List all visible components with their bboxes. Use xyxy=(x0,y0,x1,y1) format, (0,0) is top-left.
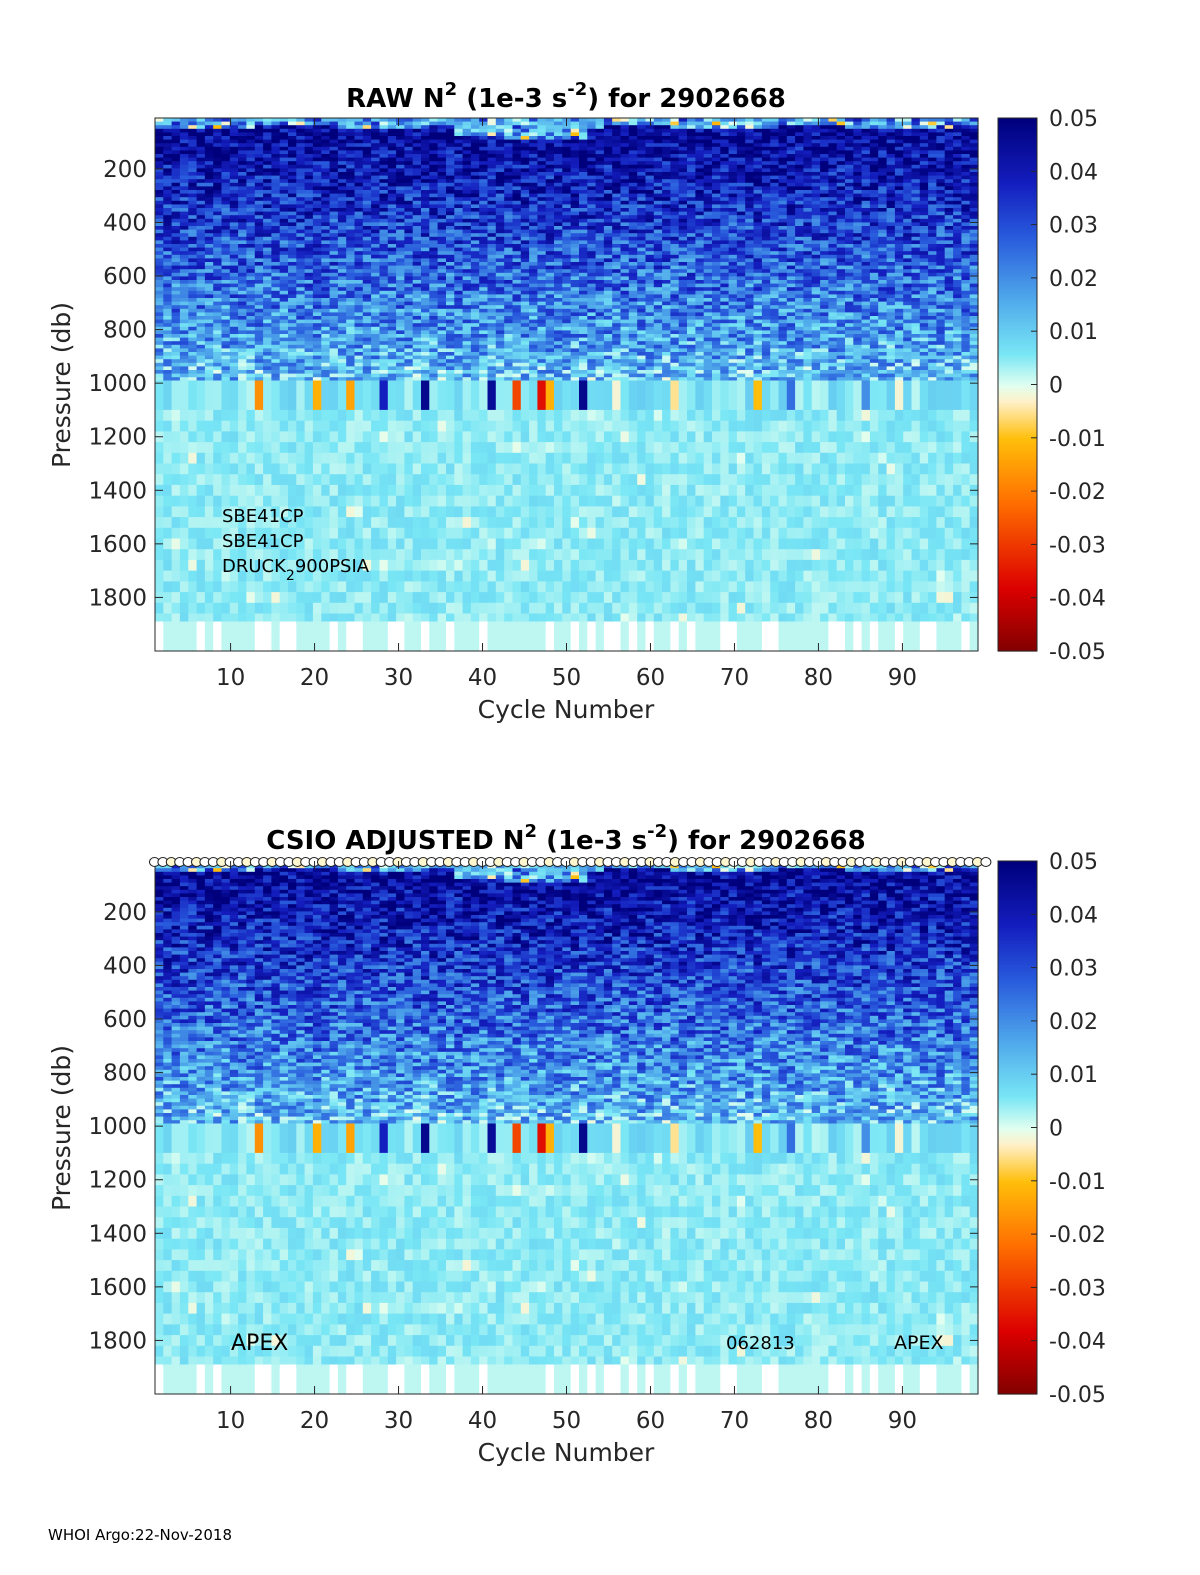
adjusted-annotation-platform-right: APEX xyxy=(894,1332,943,1354)
raw-colorbar: 0.05 0.04 0.03 0.02 0.01 0 -0.01 -0.02 -0.03 -0.0… xyxy=(998,107,1106,665)
x-tick-label: 50 xyxy=(552,1408,581,1434)
y-tick-label: 400 xyxy=(103,210,147,236)
y-tick-label: 1800 xyxy=(88,1328,147,1354)
y-tick-label: 1000 xyxy=(88,371,147,397)
y-tick-label: 1200 xyxy=(88,425,147,451)
y-tick-label: 1800 xyxy=(88,585,147,611)
x-tick-label: 60 xyxy=(636,665,665,691)
adjusted-annotation-platform-left: APEX xyxy=(231,1331,288,1356)
y-tick-label: 1600 xyxy=(88,532,147,558)
raw-x-axis-label: Cycle Number xyxy=(478,695,655,724)
colorbar-tick-label: -0.03 xyxy=(1049,1276,1106,1301)
x-tick-label: 40 xyxy=(468,665,497,691)
x-tick-label: 20 xyxy=(300,665,329,691)
adjusted-heatmap-cells xyxy=(155,861,979,1394)
colorbar-tick-label: 0.04 xyxy=(1049,160,1098,185)
colorbar-tick-label: -0.04 xyxy=(1049,1330,1106,1355)
x-tick-label: 30 xyxy=(384,665,413,691)
adjusted-y-axis-label: Pressure (db) xyxy=(47,1045,76,1211)
colorbar-tick-label: -0.04 xyxy=(1049,587,1106,612)
colorbar-tick-label: 0.01 xyxy=(1049,1063,1098,1088)
adjusted-panel: CSIO ADJUSTED N2 (1e-3 s-2) for 2902668 … xyxy=(47,821,1106,1467)
y-tick-label: 1600 xyxy=(88,1275,147,1301)
colorbar-tick-label: 0.01 xyxy=(1049,320,1098,345)
colorbar-tick-label: 0 xyxy=(1049,374,1063,399)
colorbar-tick-label: -0.01 xyxy=(1049,427,1106,452)
qc-flag-marker xyxy=(981,858,991,867)
y-tick-label: 1400 xyxy=(88,478,147,504)
y-tick-label: 1400 xyxy=(88,1221,147,1247)
raw-y-axis-label: Pressure (db) xyxy=(47,302,76,468)
colorbar-tick-label: -0.02 xyxy=(1049,1223,1106,1248)
y-tick-label: 200 xyxy=(103,900,147,926)
colorbar-tick-label: 0.03 xyxy=(1049,214,1098,239)
colorbar-tick-label: -0.03 xyxy=(1049,533,1106,558)
colorbar-tick-label: 0 xyxy=(1049,1117,1063,1142)
x-tick-label: 10 xyxy=(216,1408,245,1434)
colorbar-tick-label: 0.02 xyxy=(1049,1010,1098,1035)
x-tick-label: 40 xyxy=(468,1408,497,1434)
y-tick-label: 400 xyxy=(103,953,147,979)
colorbar-tick-label: -0.05 xyxy=(1049,640,1106,665)
y-tick-label: 1200 xyxy=(88,1168,147,1194)
adjusted-x-axis-label: Cycle Number xyxy=(478,1438,655,1467)
x-tick-label: 90 xyxy=(888,665,917,691)
footer-credit: WHOI Argo:22-Nov-2018 xyxy=(48,1526,232,1544)
x-tick-label: 70 xyxy=(720,665,749,691)
x-tick-label: 70 xyxy=(720,1408,749,1434)
x-tick-label: 80 xyxy=(804,665,833,691)
colorbar-tick-label: -0.02 xyxy=(1049,480,1106,505)
adjusted-annotation-code: 062813 xyxy=(726,1333,795,1354)
colorbar-tick-label: -0.05 xyxy=(1049,1383,1106,1408)
x-tick-label: 30 xyxy=(384,1408,413,1434)
y-tick-label: 200 xyxy=(103,157,147,183)
y-tick-label: 800 xyxy=(103,1061,147,1087)
y-tick-label: 1000 xyxy=(88,1114,147,1140)
colorbar-tick-label: 0.05 xyxy=(1049,850,1098,875)
x-tick-label: 50 xyxy=(552,665,581,691)
raw-title: RAW N2 (1e-3 s-2) for 2902668 xyxy=(346,79,786,114)
y-tick-label: 600 xyxy=(103,1007,147,1033)
x-tick-label: 20 xyxy=(300,1408,329,1434)
adjusted-title: CSIO ADJUSTED N2 (1e-3 s-2) for 2902668 xyxy=(266,821,865,856)
raw-annotation-sensor-2: SBE41CP xyxy=(222,531,304,552)
y-tick-label: 800 xyxy=(103,318,147,344)
y-tick-label: 600 xyxy=(103,264,147,290)
colorbar-tick-label: 0.03 xyxy=(1049,957,1098,982)
x-tick-label: 10 xyxy=(216,665,245,691)
adjusted-colorbar: 0.05 0.04 0.03 0.02 0.01 0 -0.01 -0.02 -0.03 -0.0… xyxy=(998,850,1106,1408)
colorbar-tick-label: 0.05 xyxy=(1049,107,1098,132)
colorbar-tick-label: -0.01 xyxy=(1049,1170,1106,1195)
raw-panel: RAW N2 (1e-3 s-2) for 2902668 2004006008… xyxy=(47,79,1106,724)
colorbar-tick-label: 0.04 xyxy=(1049,903,1098,928)
raw-annotation-sensor-1: SBE41CP xyxy=(222,506,304,527)
x-tick-label: 80 xyxy=(804,1408,833,1434)
x-tick-label: 90 xyxy=(888,1408,917,1434)
colorbar-tick-label: 0.02 xyxy=(1049,267,1098,292)
adjusted-top-flag-markers xyxy=(150,858,991,867)
x-tick-label: 60 xyxy=(636,1408,665,1434)
